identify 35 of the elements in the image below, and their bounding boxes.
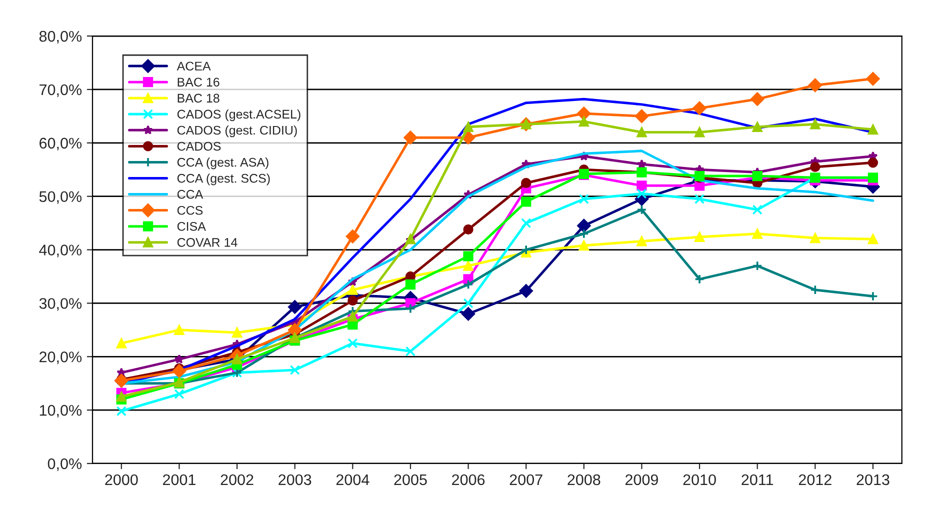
legend-label: CCS (177, 206, 203, 215)
x-tick-label: 2006 (452, 474, 485, 486)
x-tick-label: 2001 (162, 474, 196, 486)
y-tick-label: 80,0% (39, 30, 82, 44)
x-tick-label: 2008 (568, 474, 600, 486)
x-tick-label: 2000 (105, 474, 138, 486)
y-tick-label: 10,0% (40, 404, 82, 418)
x-tick-label: 2003 (278, 474, 312, 486)
y-tick-label: 70,0% (40, 84, 82, 97)
y-tick-label: 0,0% (48, 458, 82, 471)
legend-label: ACEA (176, 62, 211, 71)
y-tick-label: 40,0% (39, 244, 82, 258)
legend-label: CADOS (gest. CIDIU) (177, 125, 297, 138)
x-tick-label: 2013 (856, 474, 890, 486)
legend-label: CISA (177, 222, 206, 231)
legend-label: CCA (177, 190, 204, 199)
legend-label: COVAR 14 (177, 238, 238, 247)
legend-label: BAC 16 (178, 78, 220, 87)
legend-label: CCA (gest. SCS) (177, 174, 270, 186)
x-tick-label: 2009 (625, 474, 658, 486)
y-tick-label: 30,0% (39, 298, 82, 311)
x-tick-label: 2011 (742, 474, 774, 486)
legend-label: CADOS (gest.ACSEL) (177, 109, 300, 122)
y-tick-label: 50,0% (39, 191, 82, 204)
x-tick-label: 2010 (683, 474, 716, 486)
x-tick-label: 2012 (798, 474, 832, 486)
x-tick-label: 2004 (336, 474, 370, 486)
y-tick-label: 20,0% (40, 352, 82, 364)
legend-label: BAC 18 (178, 94, 220, 103)
legend-label: CADOS (177, 142, 221, 151)
legend-label: CCA (gest. ASA) (177, 158, 268, 170)
x-tick-label: 2007 (510, 474, 542, 486)
x-tick-label: 2002 (220, 474, 254, 486)
y-tick-label: 60,0% (40, 138, 82, 150)
x-tick-label: 2005 (394, 474, 427, 486)
